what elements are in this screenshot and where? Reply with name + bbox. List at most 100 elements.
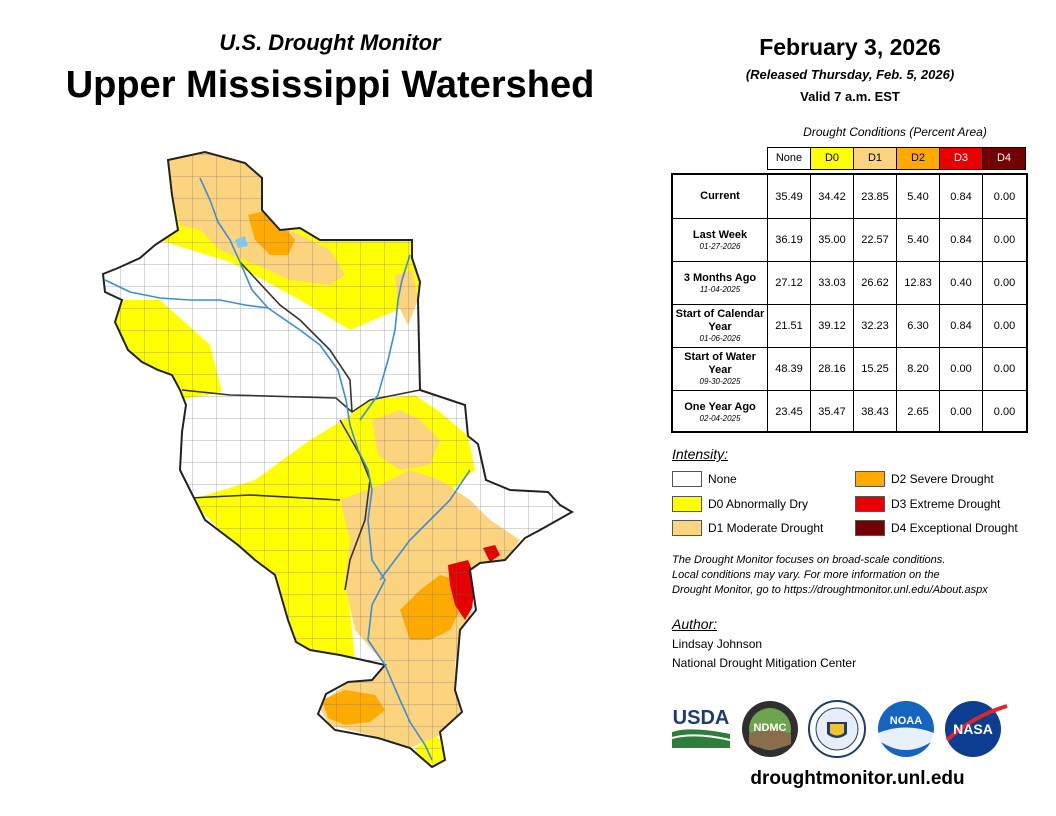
row-date: 11-04-2025	[699, 284, 741, 294]
row-name: Current	[700, 190, 740, 202]
row-name: Start of Calendar Year	[675, 308, 765, 333]
table-cell: 0.84	[940, 305, 983, 347]
state-boundary-mn-wi	[239, 261, 353, 413]
release-date: (Released Thursday, Feb. 5, 2026)	[745, 67, 955, 82]
table-cell: 0.00	[993, 277, 1016, 289]
author-heading: Author:	[672, 616, 718, 632]
row-label: Current	[673, 175, 768, 218]
row-name: One Year Ago	[684, 400, 756, 413]
table-row: One Year Ago 02-04-2025 23.45 35.47 38.4…	[673, 390, 1026, 433]
legend-item-d1: D1 Moderate Drought	[672, 519, 823, 537]
row-label: Start of Calendar Year 01-06-2026	[673, 305, 768, 347]
map-title: Upper Mississippi Watershed	[65, 64, 595, 106]
table-cell: 0.84	[940, 219, 983, 261]
illinois-river	[379, 469, 471, 581]
table-cell: 21.51	[768, 305, 811, 347]
legend-item-d2: D2 Severe Drought	[855, 470, 994, 488]
note-line: Drought Monitor, go to https://droughtmo…	[672, 584, 988, 596]
table-cell: 35.49	[768, 175, 811, 218]
legend-swatch	[855, 520, 885, 536]
table-cell: 23.85	[854, 175, 897, 218]
state-boundary-ia-mo	[189, 494, 341, 501]
noaa-logo-text: NOAA	[890, 715, 922, 727]
table-cell: 0.40	[940, 262, 983, 304]
legend-item-d4: D4 Exceptional Drought	[855, 519, 1018, 537]
legend-title: Intensity:	[672, 446, 729, 462]
valid-time: Valid 7 a.m. EST	[800, 89, 900, 104]
table-cell: 33.03	[811, 262, 854, 304]
table-row: Start of Water Year 09-30-2025 48.39 28.…	[673, 347, 1026, 390]
legend-label: D2 Severe Drought	[891, 472, 994, 486]
legend-item-d0: D0 Abnormally Dry	[672, 495, 808, 513]
table-cell: 0.00	[993, 406, 1016, 418]
table-cell: 0.00	[940, 391, 983, 433]
drought-map	[102, 151, 573, 768]
table-cell: 39.12	[811, 305, 854, 347]
legend-label: None	[708, 472, 737, 486]
minnesota-river	[104, 279, 269, 309]
ndmc-logo: NDMC	[742, 701, 798, 757]
legend-swatch	[672, 496, 702, 512]
table-row: 3 Months Ago 11-04-2025 27.12 33.03 26.6…	[673, 261, 1026, 304]
row-label: Start of Water Year 09-30-2025	[673, 348, 768, 390]
table-cell: 0.00	[993, 320, 1016, 332]
table-cell: 36.19	[768, 219, 811, 261]
mississippi-river	[199, 177, 433, 761]
disclaimer-note: The Drought Monitor focuses on broad-sca…	[672, 553, 1052, 598]
legend-swatch	[672, 520, 702, 536]
lake-icon	[235, 236, 248, 248]
table-cell: 5.40	[897, 219, 940, 261]
row-label: 3 Months Ago 11-04-2025	[673, 262, 768, 304]
legend-label: D3 Extreme Drought	[891, 497, 1001, 511]
row-date: 02-04-2025	[699, 413, 741, 423]
table-cell: 0.00	[993, 363, 1016, 375]
col-header-d1: D1	[853, 147, 897, 170]
table-cell: 28.16	[811, 348, 854, 390]
commerce-seal-icon	[808, 700, 866, 758]
wisconsin-river	[359, 254, 411, 421]
col-header-d0: D0	[810, 147, 854, 170]
table-cell: 15.25	[854, 348, 897, 390]
ndmc-logo-text: NDMC	[754, 722, 787, 734]
note-line: Local conditions may vary. For more info…	[672, 569, 940, 581]
row-label: Last Week 01-27-2026	[673, 219, 768, 261]
drought-table: Current 35.49 34.42 23.85 5.40 0.84 0.00…	[671, 173, 1028, 433]
table-cell: 38.43	[854, 391, 897, 433]
table-cell: 8.20	[897, 348, 940, 390]
usda-logo-text: USDA	[673, 707, 730, 729]
col-header-none: None	[767, 147, 811, 170]
author-name: Lindsay Johnson	[672, 637, 763, 651]
website-url: droughtmonitor.unl.edu	[750, 768, 965, 789]
row-date: 09-30-2025	[699, 377, 741, 386]
map-date: February 3, 2026	[759, 34, 941, 60]
table-cell: 23.45	[768, 391, 811, 433]
legend-swatch	[855, 471, 885, 487]
noaa-logo: NOAA	[878, 701, 934, 757]
col-header-d4: D4	[982, 147, 1026, 170]
table-cell: 35.00	[811, 219, 854, 261]
table-cell: 27.12	[768, 262, 811, 304]
legend-label: D4 Exceptional Drought	[891, 521, 1018, 535]
table-cell: 0.84	[940, 175, 983, 218]
state-boundary-ia-il	[339, 419, 371, 591]
table-cell: 35.47	[811, 391, 854, 433]
table-cell: 2.65	[897, 391, 940, 433]
col-header-d2: D2	[896, 147, 940, 170]
row-name: Start of Water Year	[684, 351, 756, 376]
table-row: Last Week 01-27-2026 36.19 35.00 22.57 5…	[673, 218, 1026, 261]
legend-item-none: None	[672, 470, 737, 488]
legend-item-d3: D3 Extreme Drought	[855, 495, 1000, 513]
table-cell: 32.23	[854, 305, 897, 347]
table-cell: 12.83	[897, 262, 940, 304]
table-cell: 48.39	[768, 348, 811, 390]
col-header-d3: D3	[939, 147, 983, 170]
nasa-logo: NASA	[945, 701, 1008, 757]
nasa-logo-text: NASA	[953, 721, 993, 737]
rivers	[104, 177, 471, 761]
table-cell: 0.00	[993, 190, 1016, 203]
author-organization: National Drought Mitigation Center	[672, 656, 857, 670]
map-subtitle: U.S. Drought Monitor	[219, 30, 441, 55]
table-cell: 6.30	[897, 305, 940, 347]
row-name: 3 Months Ago	[683, 271, 757, 284]
state-boundary-mn-ia	[181, 389, 421, 414]
